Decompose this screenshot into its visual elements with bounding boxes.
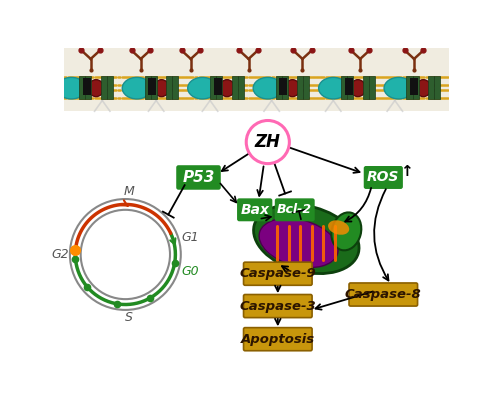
Bar (428, 76, 434, 99)
Bar (368, 76, 375, 99)
Text: G0: G0 (181, 265, 199, 278)
FancyBboxPatch shape (244, 294, 312, 318)
Bar (345, 78, 352, 95)
Bar (232, 76, 238, 99)
Text: M: M (124, 185, 134, 198)
Bar (238, 76, 244, 99)
Bar (83, 78, 90, 95)
Ellipse shape (318, 77, 348, 99)
Ellipse shape (154, 80, 169, 97)
Ellipse shape (220, 80, 234, 97)
Bar (434, 76, 440, 99)
Text: Caspase-9: Caspase-9 (240, 267, 316, 280)
Text: ZH: ZH (255, 133, 280, 151)
Bar (172, 76, 178, 99)
Ellipse shape (253, 77, 282, 99)
FancyBboxPatch shape (349, 283, 418, 306)
Ellipse shape (384, 77, 414, 99)
Text: G2: G2 (51, 248, 68, 261)
Bar (107, 76, 113, 99)
Bar (303, 76, 310, 99)
Bar (210, 76, 216, 99)
Bar (280, 78, 287, 95)
Bar (216, 76, 222, 99)
FancyBboxPatch shape (238, 199, 272, 221)
Bar (341, 76, 347, 99)
Ellipse shape (57, 77, 86, 99)
Circle shape (80, 210, 170, 299)
Bar (148, 78, 156, 95)
Ellipse shape (350, 80, 366, 97)
Text: Caspase-3: Caspase-3 (240, 300, 316, 312)
Ellipse shape (122, 77, 152, 99)
Text: Bax: Bax (240, 203, 269, 217)
Ellipse shape (328, 220, 349, 235)
Text: G1 phase
arrest: G1 phase arrest (96, 239, 155, 270)
Text: G1: G1 (181, 231, 199, 244)
Bar (347, 76, 354, 99)
Text: S: S (126, 311, 133, 324)
Text: ↑: ↑ (400, 164, 413, 179)
Bar (144, 76, 151, 99)
Ellipse shape (88, 80, 104, 97)
Text: ROS: ROS (367, 170, 400, 184)
Bar (151, 76, 157, 99)
FancyBboxPatch shape (276, 199, 314, 221)
FancyBboxPatch shape (364, 167, 402, 188)
Bar (64, 48, 449, 111)
Bar (412, 76, 418, 99)
Bar (214, 78, 222, 95)
Bar (166, 76, 172, 99)
Ellipse shape (284, 80, 300, 97)
Ellipse shape (254, 205, 359, 273)
Text: Apoptosis: Apoptosis (240, 333, 315, 346)
Bar (100, 76, 107, 99)
Bar (276, 76, 281, 99)
Text: Caspase-8: Caspase-8 (345, 288, 422, 301)
Text: P53: P53 (182, 170, 214, 185)
Ellipse shape (188, 77, 217, 99)
Bar (79, 76, 86, 99)
Circle shape (246, 120, 290, 164)
Ellipse shape (332, 213, 362, 250)
FancyBboxPatch shape (177, 166, 220, 189)
Bar (362, 76, 368, 99)
Ellipse shape (259, 218, 338, 267)
Bar (282, 76, 288, 99)
Text: Bcl-2: Bcl-2 (277, 203, 312, 216)
FancyBboxPatch shape (244, 328, 312, 351)
Bar (297, 76, 303, 99)
Bar (86, 76, 91, 99)
Bar (406, 76, 412, 99)
FancyBboxPatch shape (244, 262, 312, 285)
Ellipse shape (416, 80, 431, 97)
Bar (410, 78, 418, 95)
